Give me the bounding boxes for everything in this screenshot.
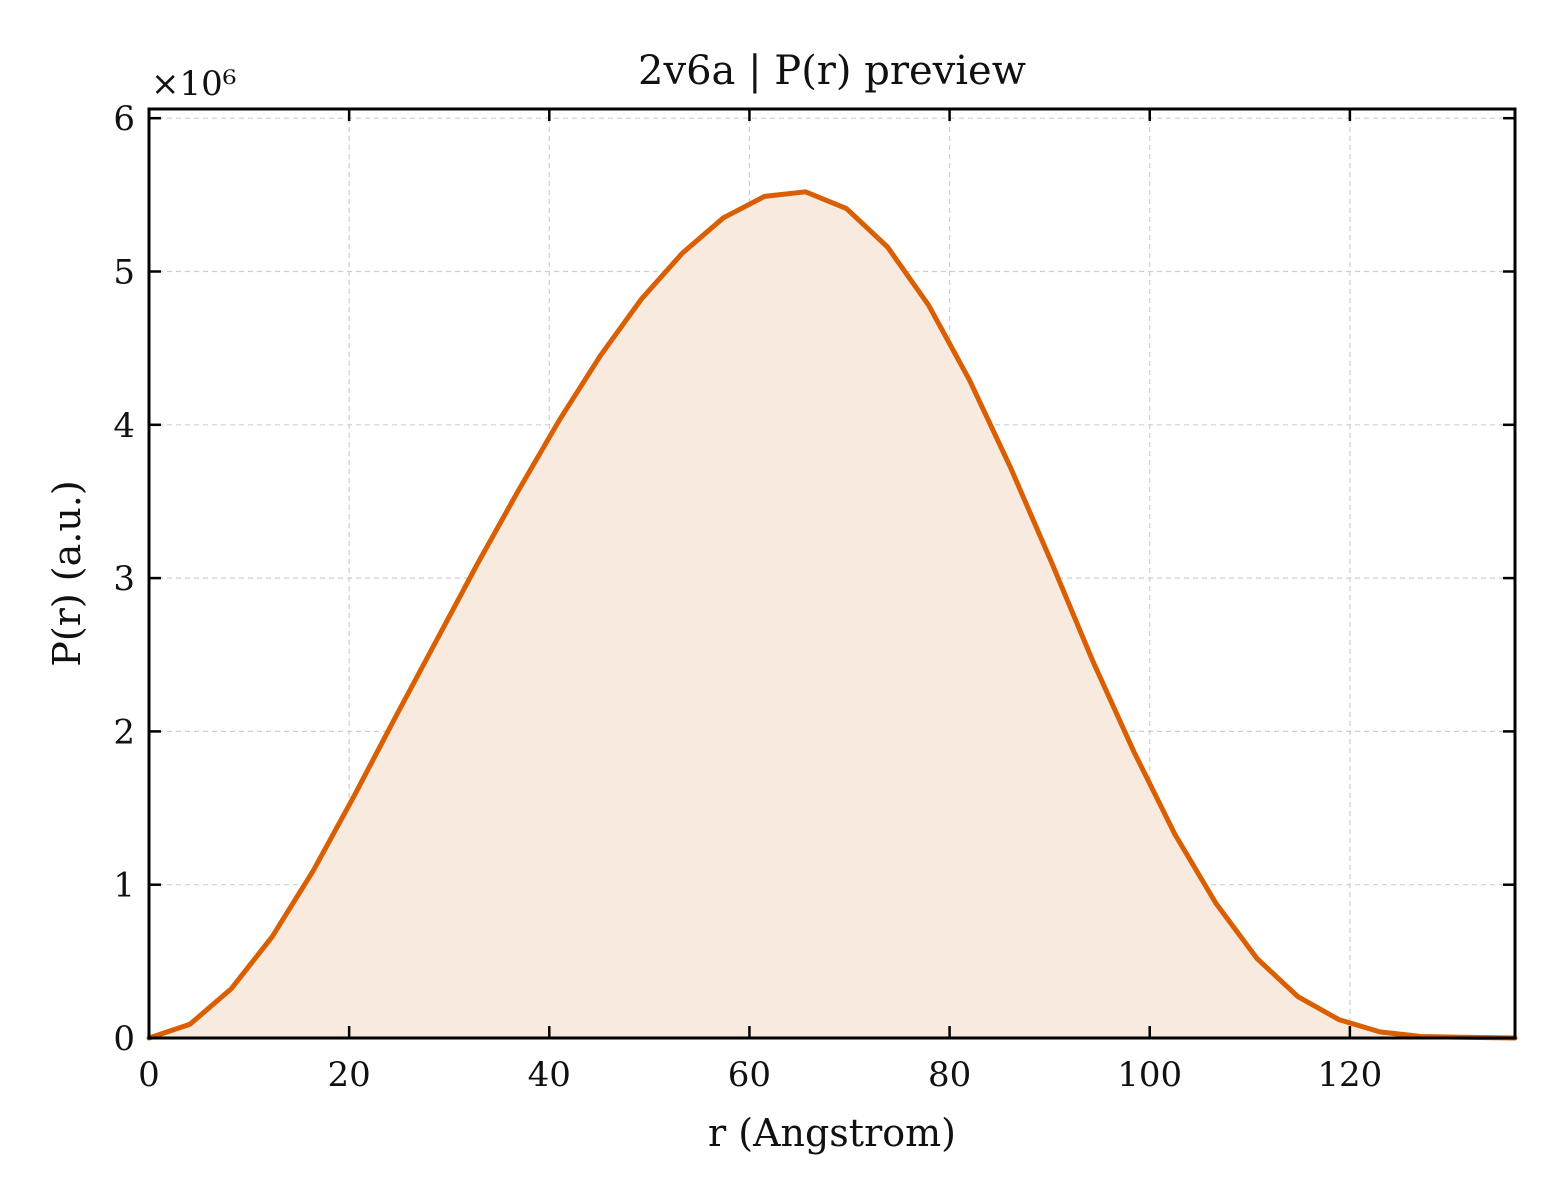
y-tick-label: 3 xyxy=(113,559,135,599)
x-tick-label: 60 xyxy=(728,1055,771,1095)
x-axis-label: r (Angstrom) xyxy=(708,1111,956,1155)
y-tick-label: 6 xyxy=(113,99,135,139)
pr-area-fill xyxy=(149,191,1515,1039)
y-tick-label: 0 xyxy=(113,1019,135,1059)
x-tick-label: 20 xyxy=(328,1055,371,1095)
y-axis-multiplier: ×10⁶ xyxy=(151,64,236,104)
chart-title: 2v6a | P(r) preview xyxy=(638,48,1026,94)
pr-series-line xyxy=(146,189,1518,1041)
axis-ticks xyxy=(147,109,1515,1040)
x-tick-label: 0 xyxy=(138,1055,160,1095)
plot-frame xyxy=(147,107,1517,1040)
y-tick-label: 4 xyxy=(113,406,135,446)
y-axis-label: P(r) (a.u.) xyxy=(45,480,89,666)
x-tick-label: 80 xyxy=(928,1055,971,1095)
y-tick-label: 1 xyxy=(113,866,135,906)
x-tick-label: 100 xyxy=(1117,1055,1182,1095)
y-tick-label: 2 xyxy=(113,712,135,752)
x-tick-label: 120 xyxy=(1317,1055,1382,1095)
x-tick-label: 40 xyxy=(528,1055,571,1095)
y-tick-label: 5 xyxy=(113,252,135,292)
